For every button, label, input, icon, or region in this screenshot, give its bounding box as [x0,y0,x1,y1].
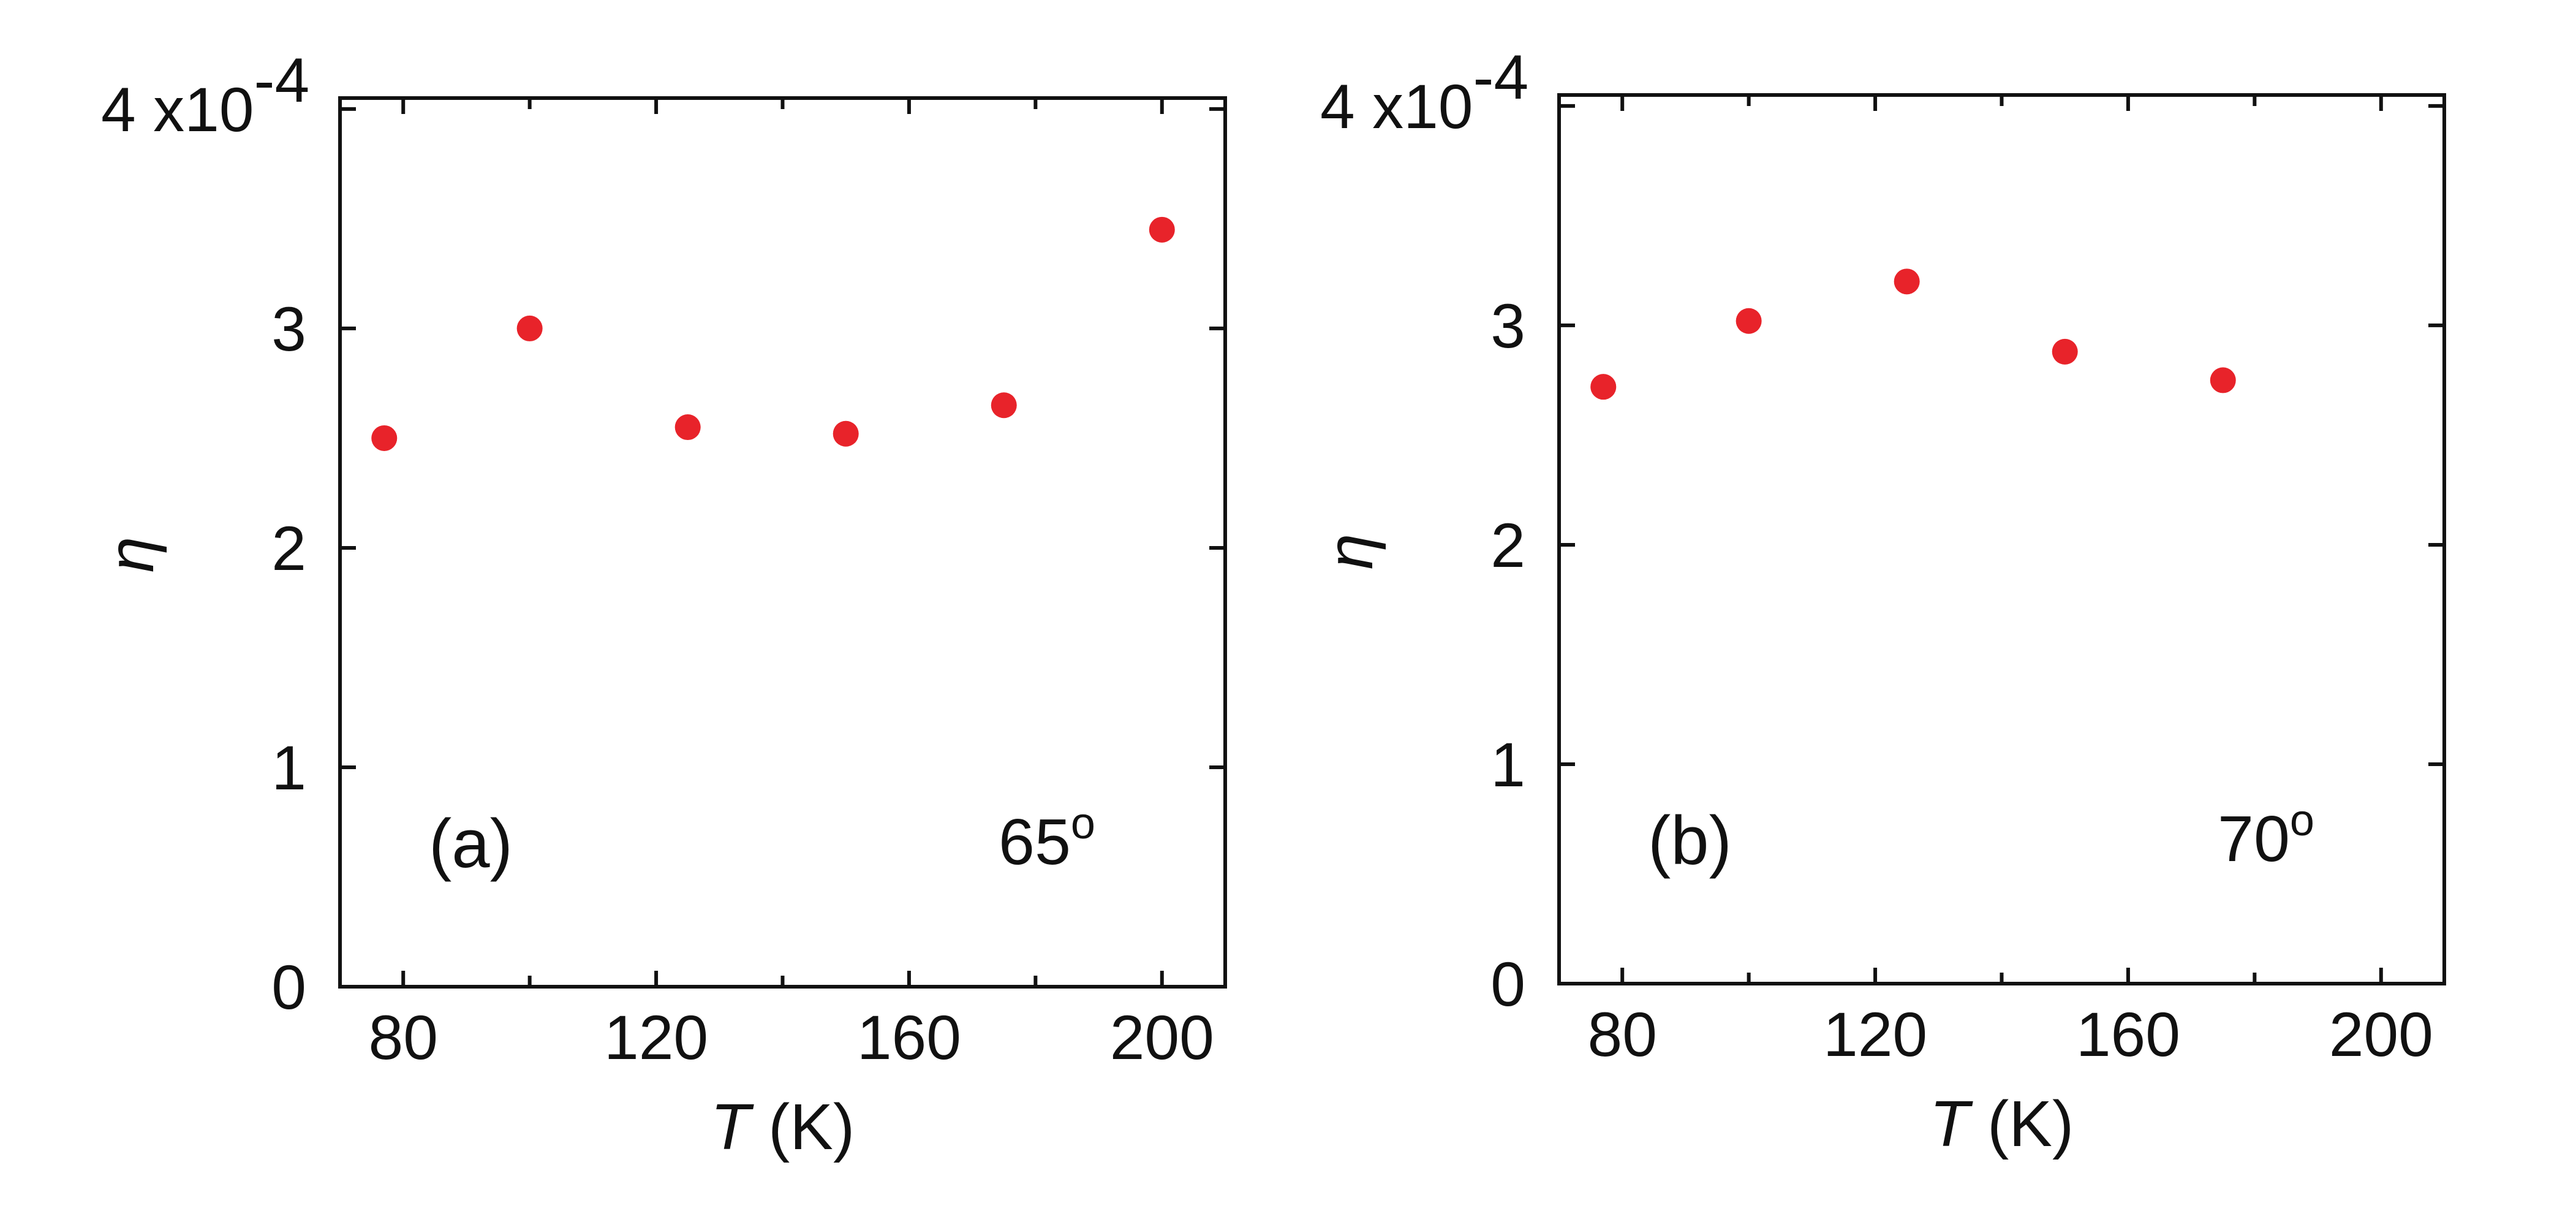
y-tick-label: 2 [1490,511,1525,580]
x-tick-label: 160 [2076,1000,2180,1069]
data-point [2210,367,2236,393]
y-axis-label: η [95,537,167,573]
x-axis-label: T (K) [711,1091,855,1163]
y-tick-label: 2 [271,514,306,583]
data-point [2052,338,2078,365]
angle-degree-mark: o [1071,799,1095,848]
x-tick-label: 200 [1110,1003,1214,1072]
angle-degree-mark: o [2290,796,2314,845]
data-point [1736,308,1762,334]
y-multiplier-exponent: -4 [254,45,310,115]
data-point [674,414,701,441]
angle-label: 70o [2218,796,2314,875]
y-tick-label: 3 [271,294,306,364]
x-tick-label: 120 [604,1003,708,1072]
x-tick-label: 80 [368,1003,437,1072]
data-point [991,392,1017,419]
x-axis-symbol: T [1930,1088,1974,1160]
data-point [1894,268,1920,295]
x-axis-symbol: T [711,1091,755,1163]
x-axis-unit: (K) [1970,1088,2074,1160]
x-tick-label: 200 [2329,1000,2433,1069]
y-multiplier-base: 4 x10 [101,75,254,145]
angle-value: 65 [999,806,1071,878]
data-point [1149,216,1175,243]
y-axis-label: η [1314,534,1386,570]
y-multiplier-base: 4 x10 [1320,72,1473,142]
y-multiplier-label: 4 x10-4 [101,45,309,145]
data-point [371,425,398,451]
panel-b: 80 120 160 200 0 1 2 3 4 x10-4 η T (K) (b) 70o [1314,42,2446,1160]
x-tick-label: 160 [857,1003,961,1072]
angle-label: 65o [999,799,1095,878]
y-tick-label: 0 [1490,949,1525,1019]
y-tick-label: 3 [1490,291,1525,361]
panel-a: 80 120 160 200 0 1 2 3 4 x10-4 η T (K) (a) 65o [95,45,1227,1163]
angle-value: 70 [2218,803,2290,875]
y-multiplier-label: 4 x10-4 [1320,42,1528,142]
y-tick-label: 0 [271,952,306,1022]
y-tick-label: 1 [271,733,306,803]
y-multiplier-exponent: -4 [1473,42,1529,112]
x-axis-label: T (K) [1930,1088,2074,1160]
data-point [1590,374,1617,400]
x-tick-label: 120 [1823,1000,1927,1069]
panel-label: (b) [1648,802,1732,879]
x-axis-unit: (K) [750,1091,855,1163]
panel-label: (a) [429,805,513,882]
data-point [833,420,859,447]
y-tick-label: 1 [1490,730,1525,800]
x-tick-label: 80 [1587,1000,1656,1069]
data-point [516,315,543,341]
